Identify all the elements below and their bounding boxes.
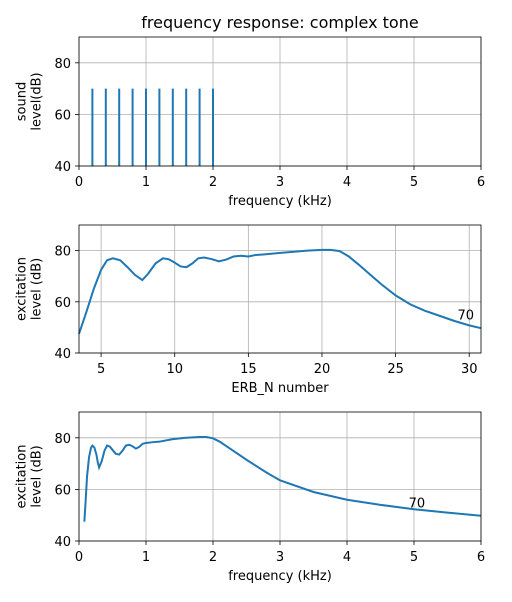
y-tick-label: 40 <box>54 160 71 175</box>
x-tick-label: 2 <box>209 175 217 190</box>
x-tick-label: 6 <box>477 550 485 565</box>
y-tick-label: 80 <box>54 57 71 72</box>
x-axis-label: frequency (kHz) <box>228 194 332 209</box>
x-tick-label: 5 <box>410 175 418 190</box>
x-tick-label: 3 <box>276 550 284 565</box>
x-tick-label: 20 <box>314 362 331 377</box>
x-tick-label: 3 <box>276 175 284 190</box>
x-tick-label: 6 <box>477 175 485 190</box>
y-axis-label: excitationlevel (dB) <box>15 257 45 321</box>
x-tick-label: 0 <box>75 550 83 565</box>
x-tick-label: 0 <box>75 175 83 190</box>
panel-1: 0 1 2 3 4 5 6 40 60 80 frequency (kHz) soundlevel(d… <box>15 13 485 209</box>
x-tick-label: 4 <box>343 175 351 190</box>
x-tick-label: 30 <box>461 362 478 377</box>
x-tick-label: 5 <box>410 550 418 565</box>
x-tick-label: 5 <box>97 362 105 377</box>
series-line <box>83 436 482 522</box>
x-tick-label: 1 <box>142 175 150 190</box>
axes-frame <box>78 224 482 354</box>
panel-3: 0 1 2 3 4 5 6 40 60 80 frequency (kHz) excitationle… <box>15 411 485 584</box>
y-tick-label: 40 <box>54 535 71 550</box>
panel-2: 5 10 15 20 25 30 40 60 80 ERB_N number excitationl… <box>15 224 482 396</box>
x-axis-label: frequency (kHz) <box>228 569 332 584</box>
y-tick-label: 80 <box>54 245 71 260</box>
x-tick-label: 4 <box>343 550 351 565</box>
y-tick-label: 80 <box>54 432 71 447</box>
curve-annotation: 70 <box>457 309 474 324</box>
x-tick-label: 10 <box>166 362 183 377</box>
chart-title: frequency response: complex tone <box>141 13 418 32</box>
y-tick-label: 40 <box>54 347 71 362</box>
y-tick-label: 60 <box>54 108 71 123</box>
curve-annotation: 70 <box>409 496 426 511</box>
y-axis-label: soundlevel(dB) <box>15 72 45 130</box>
x-axis-label: ERB_N number <box>231 381 329 396</box>
x-tick-label: 1 <box>142 550 150 565</box>
y-tick-label: 60 <box>54 483 71 498</box>
y-tick-label: 60 <box>54 296 71 311</box>
series-line <box>78 248 482 335</box>
x-tick-label: 25 <box>387 362 404 377</box>
x-tick-label: 15 <box>240 362 257 377</box>
y-axis-label: excitationlevel (dB) <box>15 445 45 509</box>
x-tick-label: 2 <box>209 550 217 565</box>
